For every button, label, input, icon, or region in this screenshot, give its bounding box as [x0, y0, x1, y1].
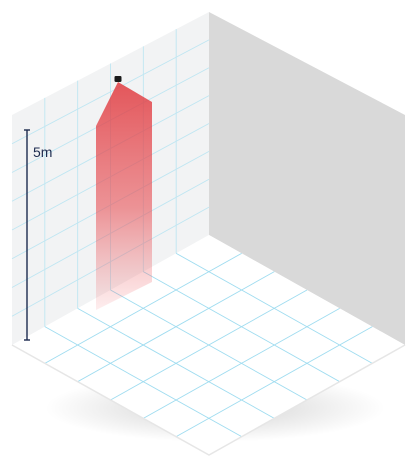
floor-edge	[11, 344, 406, 456]
floor-grid-line	[110, 289, 308, 401]
floor-grid-line	[143, 307, 340, 419]
floor-grid-line	[77, 271, 275, 383]
sensor-beam	[96, 82, 152, 310]
right-wall	[209, 12, 405, 345]
dimension-label: 5m	[33, 144, 52, 160]
ceiling-sensor	[114, 76, 122, 82]
floor-grid-line	[44, 252, 242, 364]
wall-grid-line	[11, 39, 210, 145]
floor-grid	[44, 252, 373, 438]
height-dimension: 5m	[24, 129, 52, 341]
floor-grid-line	[175, 326, 373, 438]
